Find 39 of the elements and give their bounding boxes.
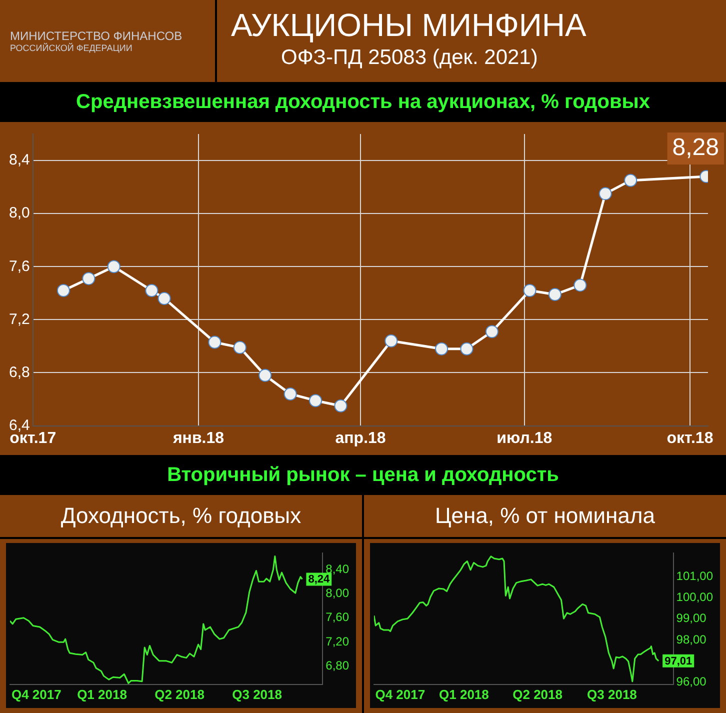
y2-tick-label: 99,00: [676, 611, 707, 626]
x-tick-label: Q2 2018: [512, 686, 562, 702]
text: Вторичный рынок – цена и доходность: [0, 455, 726, 495]
chart-title: Доходность, % годовых: [0, 495, 362, 539]
x-tick-label: июл.18: [496, 430, 552, 447]
chart-title: Цена, % от номинала: [364, 495, 726, 539]
data-label: 8,28: [672, 134, 720, 162]
y-tick-label: 6,8: [8, 364, 30, 381]
x-tick-label: Q3 2018: [232, 686, 282, 702]
chart-title: Средневзвешенная доходность на аукционах, % годовых: [0, 82, 726, 122]
x-tick-label: янв.18: [172, 430, 224, 447]
x-tick-label: окт.18: [666, 430, 714, 447]
y2-tick-label: 96,00: [676, 674, 707, 689]
data-label: 97,01: [664, 655, 692, 668]
x-tick-label: Q1 2018: [77, 686, 127, 702]
y-tick-label: 7,6: [8, 258, 30, 275]
x-tick-label: Q3 2018: [587, 686, 637, 702]
x-tick-label: Q4 2017: [11, 686, 62, 702]
y2-tick-label: 100,00: [676, 590, 714, 604]
x-tick-label: апр.18: [335, 430, 386, 447]
y2-tick-label: 7,20: [326, 634, 350, 648]
text: МИНИСТЕРСТВО ФИНАНСОВ: [10, 29, 184, 43]
text: АУКЦИОНЫ МИНФИНА: [231, 6, 588, 45]
x-tick-label: Q4 2017: [375, 686, 426, 702]
data-label: 8,24: [308, 574, 330, 586]
text: РОССИЙСКОЙ ФЕДЕРАЦИИ: [10, 43, 134, 53]
x-tick-label: Q2 2018: [154, 686, 204, 702]
y-tick-label: 8,0: [8, 204, 30, 222]
y2-tick-label: 8,40: [326, 562, 350, 576]
y-tick-label: 6,4: [8, 416, 30, 434]
text: ОФЗ-ПД 25083 (дек. 2021): [281, 46, 539, 70]
y-tick-label: 7,2: [8, 310, 30, 328]
y2-tick-label: 98,00: [676, 632, 707, 646]
y-tick-label: 8,4: [8, 152, 30, 169]
y2-tick-label: 6,80: [326, 658, 350, 673]
y2-tick-label: 101,00: [676, 568, 714, 583]
y2-tick-label: 7,60: [326, 610, 350, 624]
y2-tick-label: 8,00: [326, 586, 350, 600]
x-tick-label: Q1 2018: [439, 686, 489, 702]
